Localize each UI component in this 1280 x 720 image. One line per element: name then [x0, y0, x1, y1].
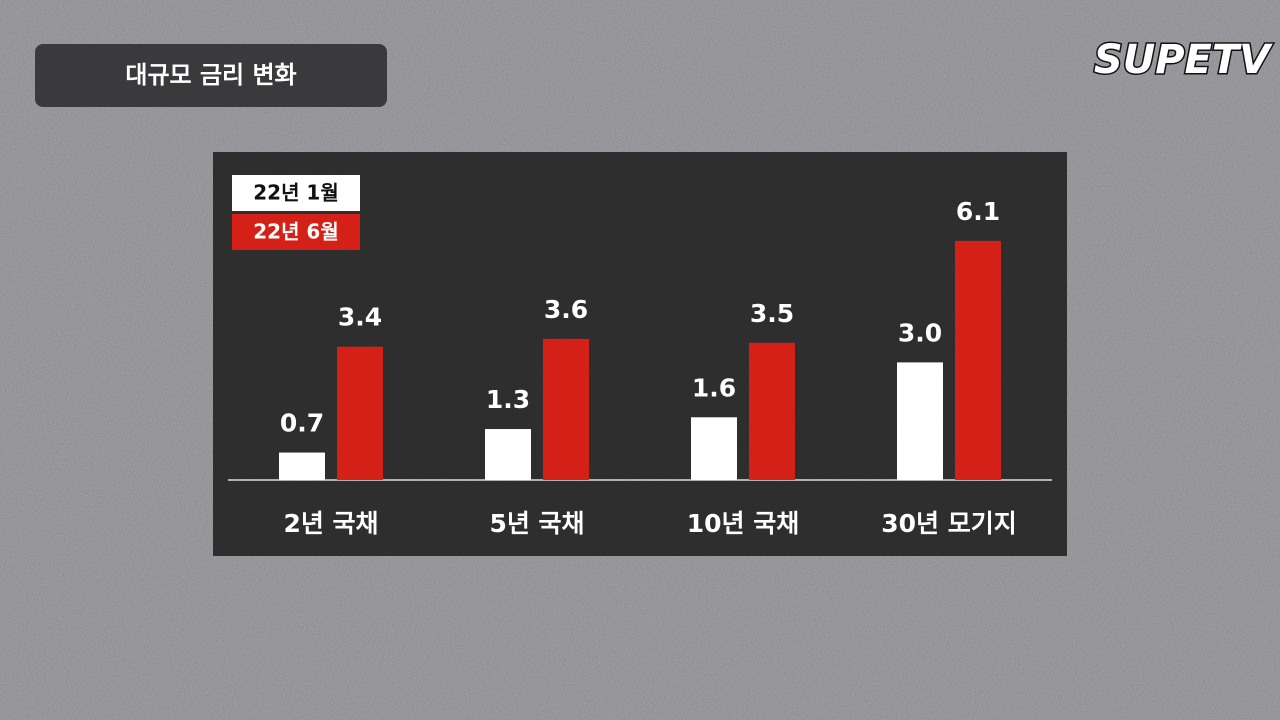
legend-label: 22년 1월 — [253, 181, 339, 205]
bar — [897, 362, 943, 480]
legend-label: 22년 6월 — [253, 220, 339, 244]
legend: 22년 1월 22년 6월 — [232, 175, 360, 250]
bar — [543, 338, 589, 480]
data-label: 3.0 — [898, 318, 942, 347]
data-label: 6.1 — [956, 197, 1000, 226]
data-label: 3.4 — [338, 303, 382, 332]
bar — [485, 429, 531, 480]
x-tick-label: 2년 국채 — [283, 509, 378, 538]
legend-swatch — [232, 214, 360, 250]
legend-swatch — [232, 175, 360, 211]
bar — [337, 346, 383, 480]
title-box — [35, 44, 387, 107]
data-label: 3.6 — [544, 295, 588, 324]
data-label: 0.7 — [280, 409, 324, 438]
x-tick-label: 5년 국채 — [489, 509, 584, 538]
bar — [691, 417, 737, 480]
x-tick-label: 30년 모기지 — [881, 509, 1017, 538]
data-label: 1.6 — [692, 373, 736, 402]
bar — [749, 342, 795, 480]
plot: 2년 국채 0.7 3.4 5년 국채 1.3 3.6 10년 국채 1.6 3.5 30년 모기… — [279, 197, 1017, 538]
logo: SUPETV — [1094, 37, 1273, 83]
bar — [279, 452, 325, 480]
x-tick-label: 10년 국채 — [687, 509, 800, 538]
data-label: 3.5 — [750, 299, 794, 328]
bar — [955, 240, 1001, 480]
data-label: 1.3 — [486, 385, 530, 414]
chart-title: 대규모 금리 변화 — [125, 61, 296, 89]
